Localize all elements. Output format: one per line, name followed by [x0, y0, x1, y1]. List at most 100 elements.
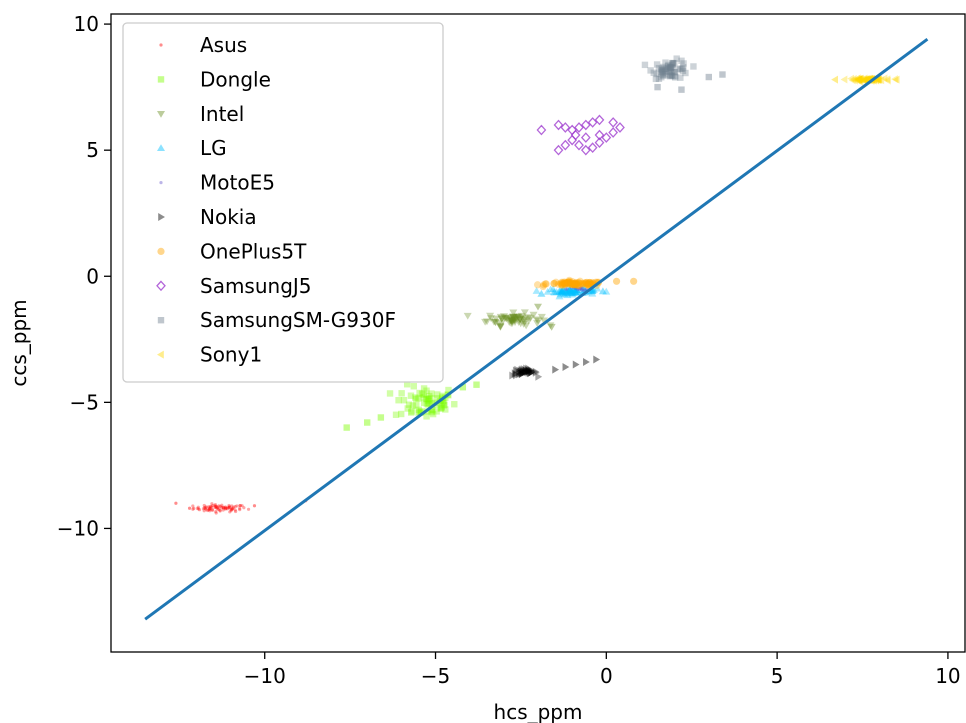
point-asus	[191, 504, 195, 508]
point-lg	[555, 292, 564, 300]
point-samsungsm-g930f	[657, 68, 665, 75]
point-asus	[214, 504, 218, 509]
point-oneplus5t	[583, 278, 591, 286]
point-asus	[207, 507, 211, 511]
point-dongle	[407, 392, 415, 399]
point-asus	[217, 504, 221, 508]
point-samsungsm-g930f	[666, 73, 674, 80]
point-samsungsm-g930f	[659, 69, 667, 77]
point-intel	[507, 317, 516, 325]
point-oneplus5t	[558, 281, 566, 289]
point-nokia	[519, 365, 526, 374]
point-nokia	[525, 366, 533, 375]
legend-label: SamsungSM-G930F	[200, 308, 396, 332]
point-asus	[206, 508, 210, 513]
point-asus	[223, 505, 228, 509]
point-asus	[228, 510, 232, 514]
point-motoe5	[578, 287, 583, 291]
point-nokia	[518, 366, 525, 375]
point-samsungsm-g930f	[661, 65, 668, 72]
point-oneplus5t	[585, 278, 593, 287]
point-sony1	[840, 75, 848, 84]
point-lg	[556, 288, 565, 295]
point-samsungsm-g930f	[654, 83, 661, 91]
point-samsungsm-g930f	[666, 71, 674, 79]
point-intel	[532, 316, 541, 324]
point-samsungsm-g930f	[705, 73, 712, 81]
point-nokia	[512, 370, 520, 379]
point-oneplus5t	[568, 280, 576, 289]
point-asus	[215, 506, 219, 510]
point-samsungj5	[560, 122, 571, 133]
point-nokia	[520, 365, 528, 374]
point-sony1	[848, 76, 856, 85]
point-oneplus5t	[588, 278, 596, 287]
legend-label: Intel	[200, 102, 244, 126]
point-asus	[214, 506, 218, 510]
point-intel	[507, 317, 516, 325]
point-intel	[503, 314, 512, 322]
point-lg	[566, 288, 575, 296]
point-dongle	[428, 408, 435, 416]
point-asus	[218, 509, 222, 513]
point-lg	[562, 288, 571, 296]
point-nokia	[583, 358, 590, 366]
point-lg	[546, 285, 555, 293]
point-intel	[486, 312, 495, 320]
legend-marker	[157, 111, 165, 118]
point-nokia	[525, 368, 533, 377]
point-dongle	[425, 397, 432, 404]
point-oneplus5t	[575, 279, 583, 287]
point-dongle	[418, 390, 426, 397]
point-asus	[221, 506, 226, 510]
point-motoe5	[581, 288, 585, 292]
point-oneplus5t	[570, 281, 578, 289]
point-intel	[509, 313, 518, 321]
point-asus	[227, 505, 232, 509]
point-asus	[224, 506, 228, 511]
point-samsungsm-g930f	[682, 69, 689, 77]
point-motoe5	[579, 288, 584, 292]
point-oneplus5t	[561, 281, 569, 289]
point-intel	[526, 315, 535, 322]
point-dongle	[437, 405, 444, 412]
point-samsungsm-g930f	[671, 60, 678, 67]
point-lg	[556, 290, 565, 298]
point-asus	[201, 507, 206, 511]
point-intel	[529, 311, 538, 319]
point-oneplus5t	[562, 278, 571, 287]
point-dongle	[420, 385, 428, 392]
point-intel	[497, 315, 506, 323]
point-intel	[508, 320, 517, 327]
y-axis-title: ccs_ppm	[7, 299, 31, 386]
point-sony1	[873, 75, 881, 84]
legend-label: SamsungJ5	[200, 274, 312, 298]
series-samsungsm-g930f	[641, 55, 726, 93]
point-oneplus5t	[541, 280, 550, 288]
point-nokia	[518, 367, 525, 376]
point-lg	[558, 286, 567, 294]
point-asus	[192, 506, 196, 510]
point-sony1	[860, 76, 868, 85]
point-dongle	[429, 410, 437, 418]
point-samsungsm-g930f	[680, 64, 687, 71]
point-lg	[532, 287, 541, 294]
point-oneplus5t	[586, 278, 594, 287]
point-oneplus5t	[560, 279, 568, 287]
point-samsungsm-g930f	[641, 61, 649, 69]
point-asus	[207, 507, 211, 511]
point-oneplus5t	[564, 278, 572, 286]
point-oneplus5t	[565, 277, 573, 286]
point-intel	[510, 317, 519, 325]
point-intel	[511, 314, 520, 322]
point-asus	[238, 508, 242, 512]
point-sony1	[854, 76, 862, 85]
point-intel	[509, 315, 518, 323]
point-intel	[513, 313, 522, 321]
point-lg	[573, 287, 582, 295]
point-samsungsm-g930f	[678, 86, 685, 93]
point-oneplus5t	[570, 280, 578, 288]
point-oneplus5t	[572, 280, 580, 288]
point-dongle	[427, 394, 434, 402]
point-dongle	[395, 397, 402, 404]
